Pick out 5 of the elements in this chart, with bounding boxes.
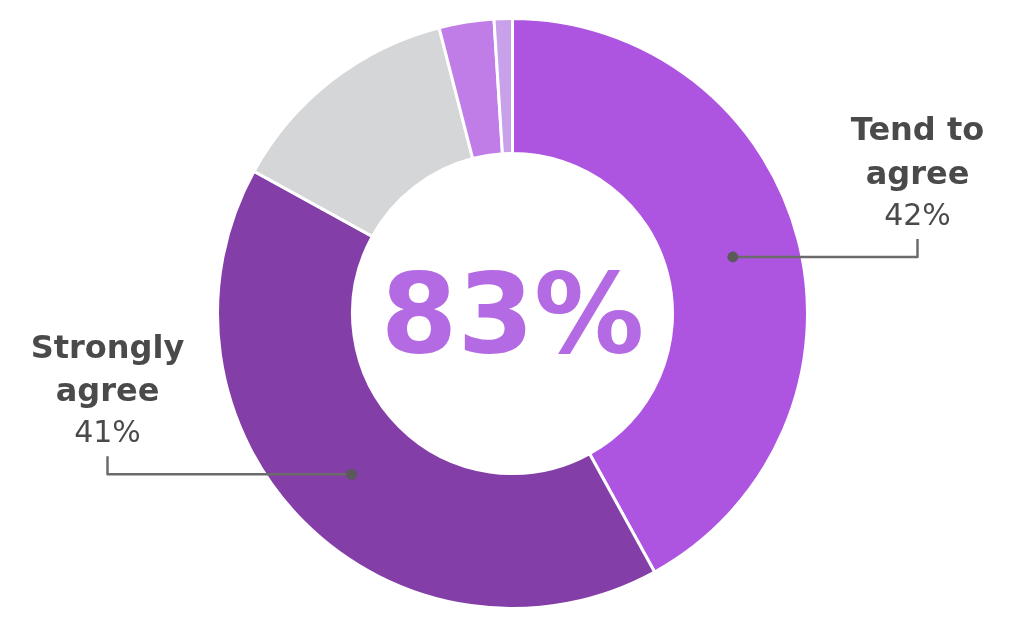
slice-label: Tend to agree <box>850 110 985 192</box>
slice-label: Strongly agree <box>30 327 185 410</box>
data-label: 42% <box>884 196 951 232</box>
data-label: 41% <box>74 414 141 450</box>
text: 83% <box>380 249 645 378</box>
